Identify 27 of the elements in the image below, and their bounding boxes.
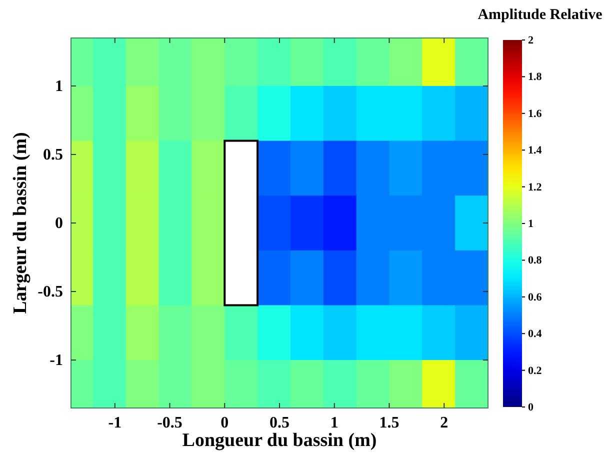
x-tick-label: 0.5	[270, 414, 290, 432]
color-bar-label: 0.6	[528, 291, 542, 304]
color-bar-label: 2	[528, 34, 534, 47]
x-tick-label: -1	[108, 414, 122, 432]
color-bar-label: 0.8	[528, 254, 542, 267]
x-axis-title: Longueur du bassin (m)	[182, 430, 377, 451]
color-bar-label: 1.2	[528, 181, 542, 194]
color-bar-title: Amplitude Relative	[478, 7, 603, 23]
y-tick-label: -0.5	[38, 284, 63, 301]
color-bar-label: 1.4	[528, 144, 542, 157]
x-tick-label: 1	[330, 414, 338, 432]
x-tick-label: 0	[220, 414, 229, 432]
x-tick-label: 1.5	[379, 414, 400, 432]
y-tick-label: -1	[50, 352, 63, 370]
colorbar: 0 0.2 0.4 0.6 0.8 1 1.2 1.4 1.6 1.8 2	[503, 34, 542, 414]
y-tick-label: 0	[55, 215, 63, 232]
color-bar-label: 0.2	[528, 364, 542, 377]
y-axis-title: Largeur du bassin (m)	[10, 132, 31, 314]
color-bar-label: 1.8	[528, 71, 542, 84]
y-tick-label: 1	[55, 78, 63, 96]
x-tick-label: 2	[440, 414, 448, 432]
color-bar-label: 1.6	[528, 108, 542, 120]
color-bar-label: 1	[528, 218, 534, 230]
x-tick-label: -0.5	[157, 414, 182, 432]
color-bar-label: 0.4	[528, 328, 542, 340]
color-bar-label: 0	[528, 402, 534, 414]
y-tick-label: 0.5	[43, 146, 63, 164]
